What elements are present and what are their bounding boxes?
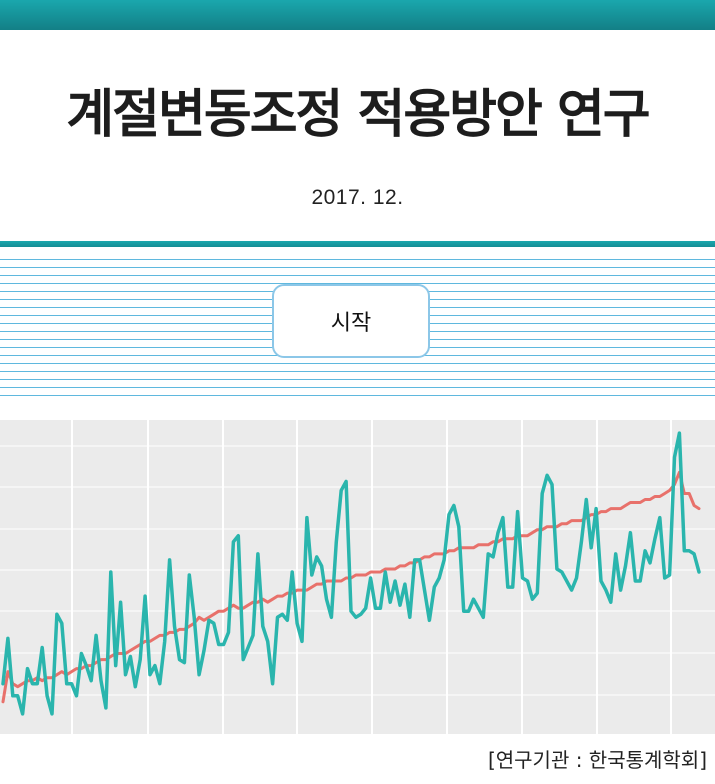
- series-line-original: [1, 431, 701, 716]
- time-series-chart: [0, 420, 715, 734]
- start-button-label: 시작: [330, 311, 372, 336]
- top-accent-band: [0, 0, 715, 30]
- chart-background: [0, 420, 715, 734]
- report-title: 계절변동조정 적용방안 연구: [66, 85, 650, 145]
- start-button[interactable]: 시작: [272, 284, 430, 358]
- chart-series-group: [1, 431, 701, 716]
- chart-canvas: [0, 420, 715, 734]
- report-date: 2017. 12.: [311, 186, 404, 209]
- accent-divider: [0, 241, 715, 247]
- research-institution: [연구기관 : 한국통계학회]: [487, 748, 707, 772]
